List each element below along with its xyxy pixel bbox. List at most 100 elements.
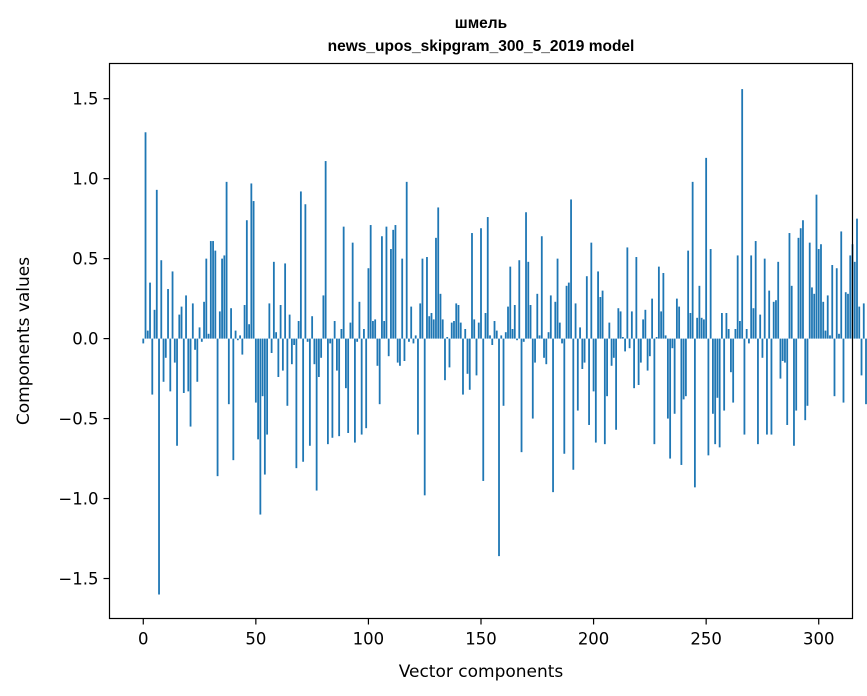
bar-component-114 (399, 338, 401, 366)
bar-component-149 (477, 322, 480, 339)
bar-component-234 (669, 338, 672, 459)
bar-component-235 (671, 338, 674, 349)
bar-component-179 (545, 338, 548, 365)
bar-component-45 (243, 305, 246, 339)
bar-component-293 (802, 220, 804, 339)
bar-component-154 (489, 335, 491, 339)
bar-component-177 (540, 236, 543, 339)
bar-component-47 (248, 324, 250, 339)
bar-component-160 (502, 338, 505, 406)
x-tick-label: 0 (138, 630, 149, 649)
bar-component-248 (700, 317, 703, 339)
bar-component-196 (583, 338, 586, 363)
bar-component-92 (349, 322, 352, 339)
bar-component-90 (345, 338, 347, 389)
bar-component-84 (331, 338, 334, 438)
bar-component-134 (444, 338, 446, 381)
bar-component-121 (414, 335, 417, 339)
bar-component-71 (302, 338, 305, 462)
bar-component-138 (453, 321, 455, 339)
bar-component-187 (563, 338, 566, 454)
bar-component-19 (185, 295, 187, 339)
bar-component-148 (475, 338, 478, 376)
bar-component-6 (155, 189, 158, 339)
bar-component-117 (405, 181, 408, 339)
bar-component-168 (520, 338, 523, 453)
bar-component-191 (572, 338, 575, 470)
bar-component-33 (216, 338, 219, 477)
bar-component-159 (500, 335, 503, 339)
bar-component-144 (466, 338, 469, 374)
bar-component-208 (610, 338, 613, 366)
bar-component-271 (752, 308, 755, 339)
bar-component-221 (639, 338, 642, 363)
bar-component-318 (858, 306, 861, 339)
bar-component-247 (698, 285, 701, 339)
bar-component-301 (820, 244, 822, 339)
bar-component-38 (227, 338, 230, 405)
bar-component-120 (412, 338, 415, 344)
bar-component-152 (484, 313, 487, 339)
bar-component-216 (628, 338, 631, 349)
x-tick-label: 250 (690, 630, 722, 649)
bar-component-163 (509, 266, 512, 339)
bar-component-68 (295, 338, 298, 469)
bar-component-288 (790, 285, 793, 339)
bar-component-194 (579, 327, 581, 339)
bar-component-51 (257, 338, 259, 440)
bar-component-205 (603, 338, 606, 445)
bar-component-215 (626, 247, 629, 339)
bar-component-265 (739, 321, 741, 339)
bar-component-295 (806, 338, 809, 406)
bar-component-49 (252, 201, 255, 339)
bar-component-75 (311, 316, 314, 339)
bar-component-192 (574, 303, 577, 339)
bar-component-76 (313, 338, 316, 365)
bar-component-273 (757, 338, 759, 445)
bar-component-23 (194, 338, 196, 350)
bar-component-206 (606, 338, 608, 397)
bar-component-131 (437, 207, 440, 339)
bar-component-0 (142, 338, 145, 344)
bar-component-307 (833, 338, 836, 397)
bar-component-87 (338, 338, 341, 437)
bar-component-12 (169, 338, 172, 392)
bar-component-165 (513, 305, 516, 339)
bar-component-97 (360, 338, 363, 435)
bar-component-139 (455, 303, 458, 339)
bar-component-245 (693, 338, 696, 488)
bar-component-7 (158, 338, 160, 595)
bar-component-104 (376, 338, 379, 366)
bar-component-261 (730, 338, 732, 373)
bar-component-282 (777, 261, 780, 339)
bar-component-3 (149, 282, 151, 339)
bar-component-2 (146, 330, 149, 339)
bar-component-283 (779, 338, 782, 379)
bar-component-281 (775, 300, 777, 339)
bar-component-306 (831, 265, 834, 339)
bar-component-9 (162, 338, 165, 382)
bar-component-27 (203, 301, 205, 339)
bar-component-25 (198, 327, 201, 339)
bar-component-317 (856, 218, 858, 339)
bar-component-30 (209, 241, 212, 339)
bar-component-182 (552, 338, 554, 493)
bar-component-11 (167, 289, 169, 339)
bar-component-172 (529, 305, 532, 339)
bar-component-78 (317, 338, 320, 377)
bar-component-241 (684, 338, 687, 397)
y-tick-label: 1.0 (72, 170, 98, 189)
y-ticks: −1.5 −1.0 −0.5 0.0 0.5 1.0 1.5 (58, 90, 110, 589)
bar-component-16 (178, 314, 181, 339)
bar-component-201 (594, 338, 597, 443)
bar-component-294 (804, 338, 807, 421)
bar-component-26 (200, 338, 203, 342)
bar-component-276 (763, 258, 766, 339)
bar-component-35 (221, 258, 223, 339)
bar-component-210 (615, 338, 617, 430)
bar-component-107 (383, 321, 386, 339)
bar-component-112 (394, 225, 397, 339)
bar-component-142 (462, 338, 464, 395)
bar-component-269 (748, 338, 750, 344)
